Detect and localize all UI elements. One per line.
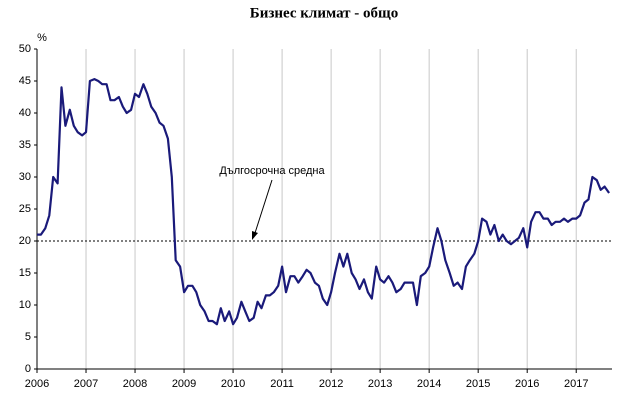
y-tick-label: 25: [19, 203, 31, 215]
y-tick-label: 30: [19, 171, 31, 183]
x-tick-label: 2008: [123, 378, 147, 390]
x-tick-label: 2017: [564, 378, 588, 390]
x-tick-label: 2010: [221, 378, 245, 390]
y-tick-label: 10: [19, 299, 31, 311]
y-tick-label: 20: [19, 235, 31, 247]
line-series: [37, 78, 610, 326]
reference-label: Дългосрочна средна: [219, 165, 325, 177]
y-tick-label: 15: [19, 267, 31, 279]
annotation-arrow: [254, 179, 273, 234]
chart-title: Бизнес климат - общо: [250, 5, 398, 21]
y-tick-label: 50: [19, 43, 31, 55]
x-tick-label: 2012: [319, 378, 343, 390]
y-tick-label: 5: [25, 331, 31, 343]
x-tick-label: 2011: [270, 378, 294, 390]
x-tick-label: 2016: [515, 378, 539, 390]
y-tick-label: 45: [19, 75, 31, 87]
x-tick-label: 2007: [74, 378, 98, 390]
y-tick-label: 0: [25, 363, 31, 375]
x-tick-label: 2009: [172, 378, 196, 390]
x-tick-label: 2013: [368, 378, 392, 390]
x-tick-label: 2006: [25, 378, 49, 390]
arrow-head: [252, 231, 258, 240]
y-tick-label: 40: [19, 107, 31, 119]
y-tick-label: 35: [19, 139, 31, 151]
y-unit: %: [37, 32, 47, 44]
x-tick-label: 2014: [417, 378, 441, 390]
x-tick-label: 2015: [466, 378, 490, 390]
